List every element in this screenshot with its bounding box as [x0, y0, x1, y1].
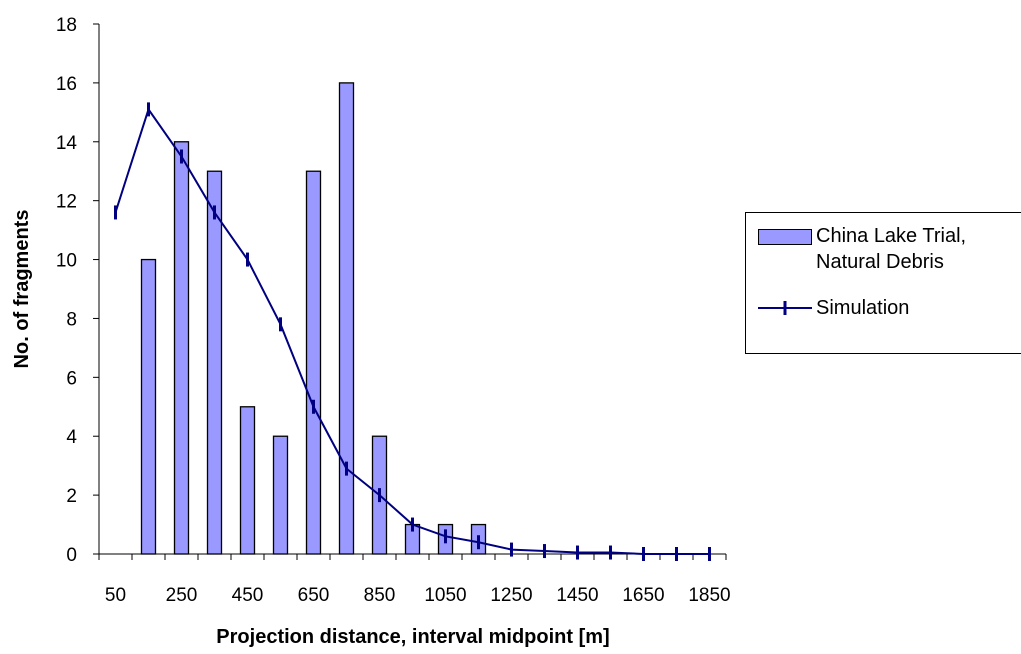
y-tick-label-0: 0 [66, 545, 77, 566]
legend-label-china-lake: China Lake Trial, Natural Debris [816, 223, 966, 275]
simulation-line [114, 107, 710, 555]
bar-750 [338, 82, 355, 555]
legend-label-simulation: Simulation [816, 297, 910, 319]
y-tick-label-16: 16 [56, 74, 77, 95]
legend-item-simulation: Simulation [758, 295, 909, 321]
bar-450 [239, 406, 256, 555]
x-tick-label-450: 450 [232, 585, 264, 606]
x-tick-label-850: 850 [364, 585, 396, 606]
y-tick-label-18: 18 [56, 15, 77, 36]
y-tick-label-6: 6 [66, 368, 77, 389]
y-tick-label-8: 8 [66, 309, 77, 330]
x-tick-label-1250: 1250 [490, 585, 532, 606]
bar-250 [173, 141, 190, 555]
bar-550 [272, 435, 289, 555]
x-tick-label-1050: 1050 [424, 585, 466, 606]
legend-line-swatch [758, 301, 812, 315]
bar-650 [305, 170, 322, 555]
x-tick-label-1850: 1850 [688, 585, 730, 606]
legend-label-line2: Natural Debris [816, 251, 944, 273]
legend-bar-swatch [758, 229, 812, 245]
x-tick-label-650: 650 [298, 585, 330, 606]
x-tick-label-50: 50 [105, 585, 126, 606]
y-tick-label-2: 2 [66, 486, 77, 507]
y-tick-label-4: 4 [66, 427, 77, 448]
x-tick-label-250: 250 [166, 585, 198, 606]
legend: China Lake Trial, Natural Debris Simulat… [745, 212, 1021, 354]
y-axis-title: No. of fragments [11, 210, 33, 369]
x-tick-label-1650: 1650 [622, 585, 664, 606]
simulation-line-layer [114, 102, 711, 561]
bar-150 [140, 258, 157, 555]
legend-item-china-lake: China Lake Trial, Natural Debris [758, 223, 966, 275]
y-tick-label-10: 10 [56, 251, 77, 272]
y-tick-label-14: 14 [56, 133, 78, 154]
x-tick-label-1450: 1450 [556, 585, 598, 606]
x-axis-title: Projection distance, interval midpoint [… [216, 626, 609, 648]
y-tick-label-12: 12 [56, 192, 77, 213]
bar-350 [206, 170, 223, 555]
bars-layer [140, 82, 487, 555]
legend-label-line1: China Lake Trial, [816, 225, 967, 247]
